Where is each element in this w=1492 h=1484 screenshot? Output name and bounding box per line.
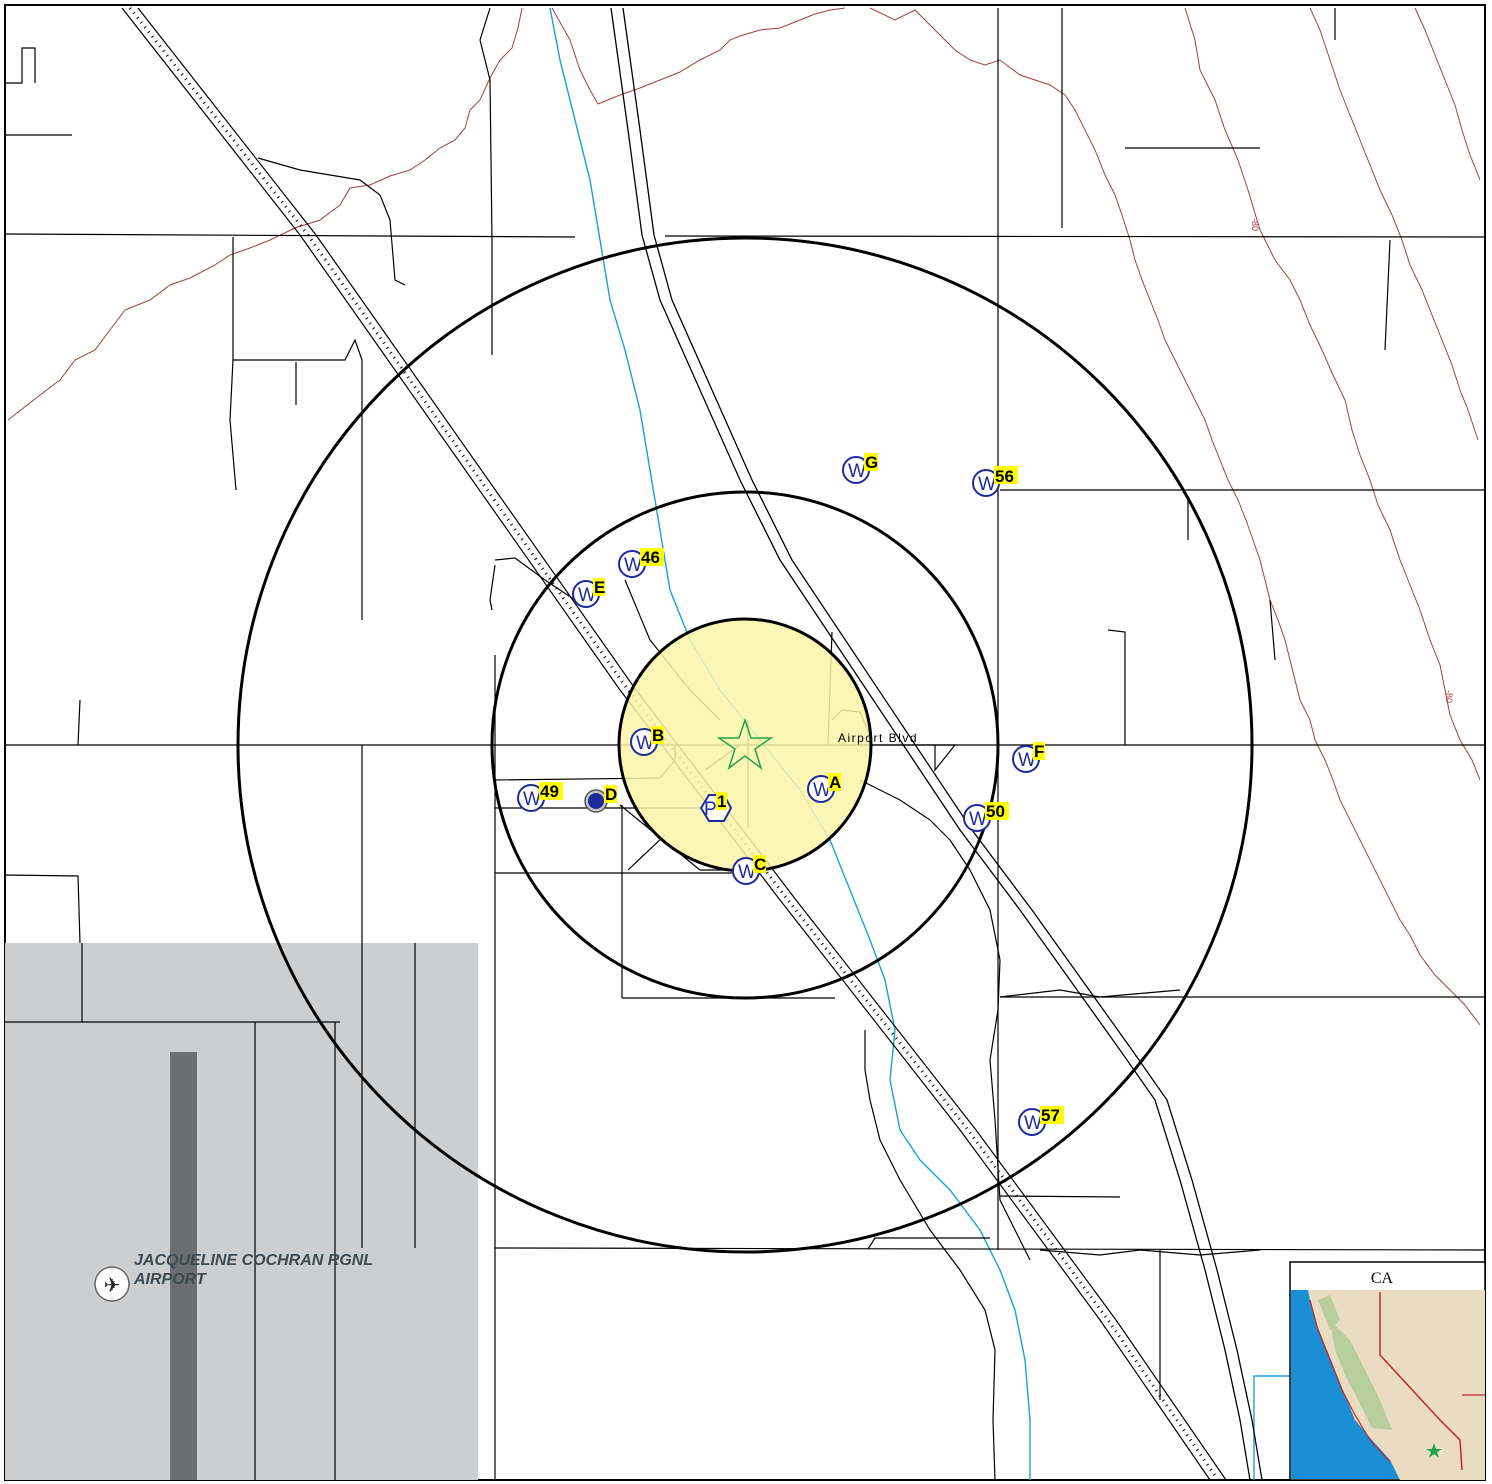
road-label-airport-blvd: Airport Blvd: [838, 731, 918, 745]
well-c[interactable]: W C: [732, 855, 766, 885]
contour-lines: [7, 7, 1481, 1026]
well-50[interactable]: W 50: [963, 802, 1009, 832]
site-center-star-icon: [716, 717, 774, 771]
well-symbol-letter: W: [578, 585, 596, 606]
pump-symbol-letter: P: [704, 799, 717, 820]
well-label: G: [865, 453, 878, 472]
well-label: B: [652, 726, 664, 745]
well-label: A: [829, 773, 841, 792]
well-label: 49: [540, 782, 559, 801]
well-46[interactable]: W 46: [618, 548, 664, 578]
well-symbol-letter: W: [978, 474, 996, 495]
well-symbol-letter: W: [738, 862, 756, 883]
pump-1[interactable]: P 1: [699, 792, 733, 822]
well-57[interactable]: W 57: [1018, 1106, 1064, 1136]
middle-buffer-ring: [490, 490, 1000, 1000]
well-symbol-letter: W: [624, 555, 642, 576]
pump-label: 1: [717, 792, 726, 811]
well-b[interactable]: W B: [630, 726, 664, 756]
well-label: F: [1034, 742, 1044, 761]
locator-inset-map: CA: [1289, 1261, 1486, 1481]
airport-area: [5, 943, 478, 1480]
airport-name-line2: AIRPORT: [133, 1271, 207, 1288]
well-symbol-letter: W: [969, 809, 987, 830]
inset-site-star-icon: [1426, 1443, 1442, 1458]
well-g[interactable]: W G: [842, 453, 878, 484]
railroad: [121, 7, 1227, 1481]
contour-label-2: -80: [1444, 690, 1454, 703]
contour-label-1: -80: [1250, 218, 1260, 231]
point-d[interactable]: D: [584, 785, 617, 813]
well-a[interactable]: W A: [807, 773, 841, 803]
well-label: C: [754, 855, 766, 874]
well-label: 56: [995, 467, 1014, 486]
well-label: 50: [986, 802, 1005, 821]
airport-icon: ✈: [94, 1266, 130, 1302]
airport-name-line1: JACQUELINE COCHRAN RGNL: [134, 1252, 373, 1269]
svg-text:✈: ✈: [104, 1273, 121, 1297]
well-49[interactable]: W 49: [517, 782, 563, 812]
runway: [170, 1052, 197, 1480]
inset-state-label: CA: [1371, 1270, 1394, 1287]
well-symbol-letter: W: [1018, 750, 1036, 771]
well-symbol-letter: W: [1024, 1113, 1042, 1134]
well-e[interactable]: W E: [572, 578, 605, 608]
point-label: D: [605, 785, 617, 804]
outer-buffer-ring: [236, 236, 1254, 1254]
well-label: 46: [641, 548, 660, 567]
well-56[interactable]: W 56: [972, 466, 1018, 497]
well-symbol-letter: W: [523, 789, 541, 810]
well-label: E: [594, 578, 605, 597]
well-symbol-letter: W: [636, 733, 654, 754]
well-label: 57: [1041, 1106, 1060, 1125]
stream-2: [1253, 1375, 1290, 1480]
well-symbol-letter: W: [813, 780, 831, 801]
well-f[interactable]: W F: [1012, 742, 1045, 773]
well-symbol-letter: W: [848, 461, 866, 482]
